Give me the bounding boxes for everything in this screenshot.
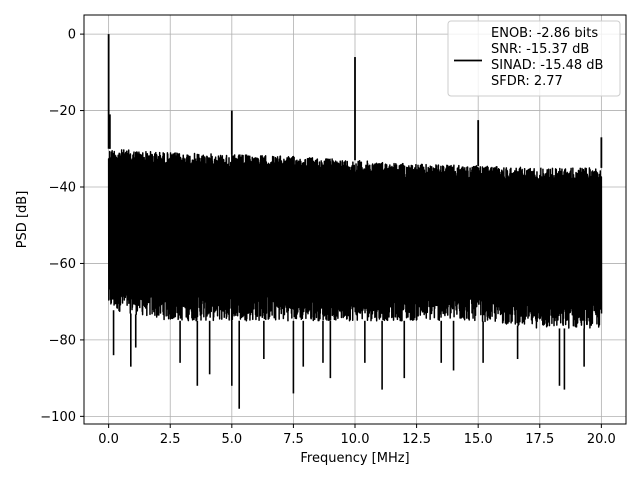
x-tick-label-7: 17.5	[525, 432, 554, 447]
y-tick-label-4: −80	[49, 333, 76, 348]
psd-series-0	[107, 34, 603, 409]
x-tick-label-0: 0.0	[98, 432, 119, 447]
x-tick-label-1: 2.5	[160, 432, 181, 447]
x-tick-label-8: 20.0	[587, 432, 616, 447]
legend-entry-snr: SNR: -15.37 dB	[491, 42, 589, 57]
y-tick-label-0: 0	[68, 28, 76, 43]
y-axis-ticks: 0 −20 −40 −60 −80 −100	[40, 28, 84, 425]
legend-entry-sinad: SINAD: -15.48 dB	[491, 58, 603, 73]
x-tick-label-5: 12.5	[402, 432, 431, 447]
y-tick-label-5: −100	[40, 410, 76, 425]
y-tick-label-2: −40	[49, 181, 76, 196]
x-tick-label-4: 10.0	[341, 432, 370, 447]
legend-entry-enob: ENOB: -2.86 bits	[491, 26, 598, 41]
legend-box	[447, 20, 621, 97]
x-tick-label-2: 5.0	[221, 432, 242, 447]
x-tick-label-6: 15.0	[464, 432, 493, 447]
y-tick-label-3: −60	[49, 257, 76, 272]
psd-trace	[107, 149, 603, 330]
x-tick-label-3: 7.5	[283, 432, 304, 447]
x-axis-label: Frequency [MHz]	[300, 451, 409, 466]
y-axis-label: PSD [dB]	[15, 191, 30, 249]
legend: ENOB: -2.86 bits SNR: -15.37 dB SINAD: -…	[447, 20, 621, 97]
legend-entry-sfdr: SFDR: 2.77	[491, 74, 563, 89]
y-tick-label-1: −20	[49, 104, 76, 119]
x-axis-ticks: 0.0 2.5 5.0 7.5 10.0 12.5 15.0 17.5 20.0	[98, 424, 616, 447]
